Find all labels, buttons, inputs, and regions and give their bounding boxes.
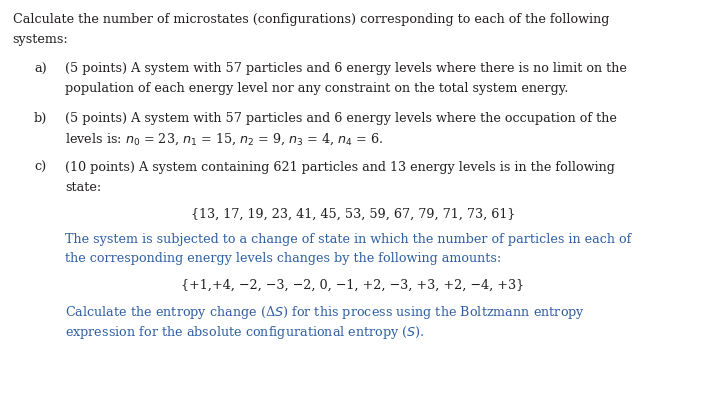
Text: Calculate the number of microstates (configurations) corresponding to each of th: Calculate the number of microstates (con… [13, 13, 609, 26]
Text: Calculate the entropy change (Δ$\mathit{S}$) for this process using the Boltzman: Calculate the entropy change (Δ$\mathit{… [65, 304, 585, 321]
Text: c): c) [34, 161, 46, 174]
Text: population of each energy level nor any constraint on the total system energy.: population of each energy level nor any … [65, 82, 568, 95]
Text: {+1,+4, −2, −3, −2, 0, −1, +2, −3, +3, +2, −4, +3}: {+1,+4, −2, −3, −2, 0, −1, +2, −3, +3, +… [181, 279, 525, 292]
Text: b): b) [34, 112, 47, 125]
Text: levels is: $n_0$ = 23, $n_1$ = 15, $n_2$ = 9, $n_3$ = 4, $n_4$ = 6.: levels is: $n_0$ = 23, $n_1$ = 15, $n_2$… [65, 132, 383, 147]
Text: a): a) [34, 62, 47, 76]
Text: state:: state: [65, 181, 101, 194]
Text: expression for the absolute configurational entropy ($\mathit{S}$).: expression for the absolute configuratio… [65, 324, 425, 341]
Text: the corresponding energy levels changes by the following amounts:: the corresponding energy levels changes … [65, 252, 501, 266]
Text: The system is subjected to a change of state in which the number of particles in: The system is subjected to a change of s… [65, 233, 631, 246]
Text: (5 points) A system with 57 particles and 6 energy levels where there is no limi: (5 points) A system with 57 particles an… [65, 62, 627, 76]
Text: systems:: systems: [13, 33, 68, 46]
Text: {13, 17, 19, 23, 41, 45, 53, 59, 67, 79, 71, 73, 61}: {13, 17, 19, 23, 41, 45, 53, 59, 67, 79,… [191, 208, 515, 220]
Text: (5 points) A system with 57 particles and 6 energy levels where the occupation o: (5 points) A system with 57 particles an… [65, 112, 617, 125]
Text: (10 points) A system containing 621 particles and 13 energy levels is in the fol: (10 points) A system containing 621 part… [65, 161, 615, 174]
